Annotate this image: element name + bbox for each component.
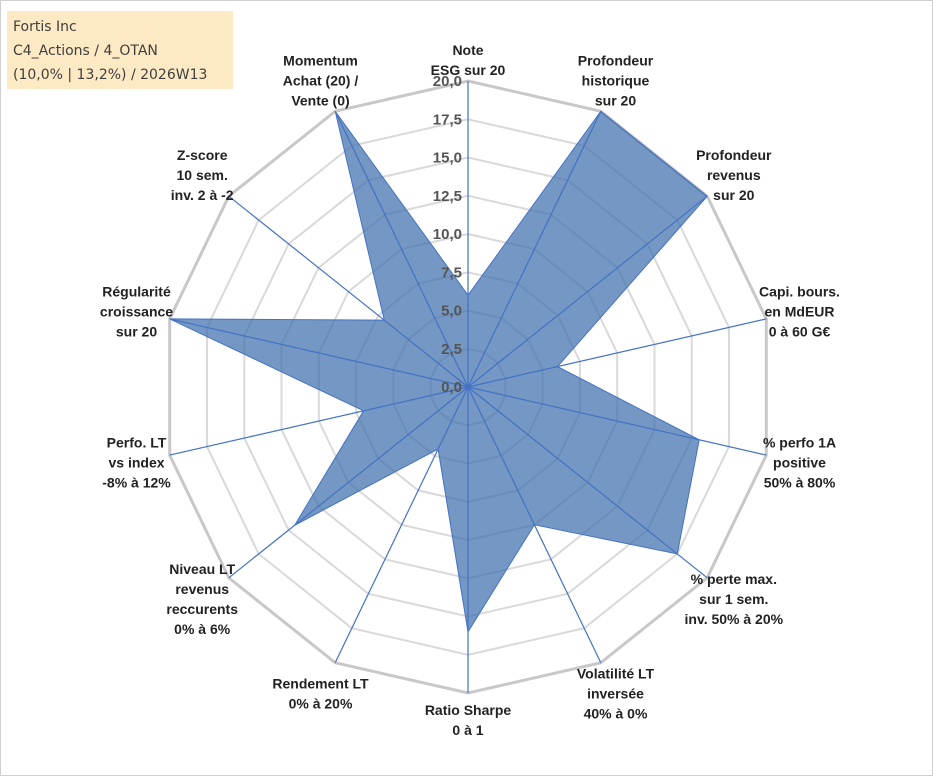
axis-label-line: Rendement LT — [272, 675, 369, 691]
axis-spoke — [228, 195, 469, 388]
axis-label-line: Régularité — [102, 283, 171, 299]
axis-label-4: Capi. bours. en MdEUR 0 à 60 G€ — [759, 283, 840, 339]
axis-label-12: Régularité croissance sur 20 — [100, 283, 173, 339]
axis-label-8: Ratio Sharpe 0 à 1 — [425, 702, 512, 738]
tick-label: 20,0 — [433, 73, 462, 90]
label-layer: Note ESG sur 20 Profondeur historique sur 20… — [100, 42, 840, 738]
axis-label-5: % perfo 1A positive 50% à 80% — [763, 435, 836, 491]
tick-layer: 0,0 2,5 5,0 7,5 10,0 12,5 15,0 17,5 20,0 — [433, 73, 462, 396]
axis-label-line: -8% à 12% — [102, 475, 171, 491]
axis-label-6: % perte max. sur 1 sem. inv. 50% à 20% — [685, 571, 784, 627]
axis-label-line: 50% à 80% — [764, 475, 836, 491]
axis-label-line: 0 à 60 G€ — [769, 323, 831, 339]
tick-label: 2,5 — [441, 341, 462, 358]
tick-label: 12,5 — [433, 188, 462, 205]
axis-spoke — [467, 111, 602, 388]
axis-label-line: % perte max. — [691, 571, 777, 587]
axis-label-1: Note ESG sur 20 — [431, 42, 506, 78]
axis-spoke — [334, 386, 469, 663]
axis-label-line: Vente (0) — [291, 93, 349, 109]
performance-week: (10,0% | 13,2%) / 2026W13 — [13, 67, 208, 83]
axis-label-3: Profondeur revenus sur 20 — [696, 147, 772, 203]
axis-label-line: positive — [773, 455, 826, 471]
axis-label-line: sur 1 sem. — [699, 591, 768, 607]
axis-label-line: reccurents — [166, 601, 238, 617]
axis-layer — [169, 81, 767, 693]
axis-label-7: Volatilité LT inversée 40% à 0% — [577, 665, 655, 721]
axis-label-line: historique — [582, 73, 650, 89]
axis-label-line: Capi. bours. — [759, 283, 840, 299]
info-box: Fortis Inc C4_Actions / 4_OTAN (10,0% | … — [7, 11, 233, 89]
axis-label-line: vs index — [108, 455, 164, 471]
axis-label-13: Z-score 10 sem. inv. 2 à -2 — [171, 147, 234, 203]
axis-label-line: inv. 50% à 20% — [685, 611, 784, 627]
axis-spoke — [228, 386, 469, 579]
axis-label-line: inv. 2 à -2 — [171, 187, 234, 203]
axis-spoke — [467, 386, 602, 663]
axis-label-line: Volatilité LT — [577, 665, 655, 681]
axis-spoke — [169, 386, 469, 456]
axis-label-11: Perfo. LT vs index -8% à 12% — [102, 435, 171, 491]
axis-label-line: Z-score — [177, 147, 228, 163]
axis-label-line: revenus — [175, 581, 229, 597]
tick-label: 15,0 — [433, 150, 462, 167]
axis-label-line: Achat (20) / — [283, 73, 359, 89]
axis-label-line: Profondeur — [578, 53, 654, 69]
axis-label-line: ESG sur 20 — [431, 62, 506, 78]
axis-label-line: sur 20 — [116, 323, 157, 339]
axis-label-line: Ratio Sharpe — [425, 702, 512, 718]
axis-label-line: en MdEUR — [765, 303, 835, 319]
portfolio-category: C4_Actions / 4_OTAN — [13, 43, 158, 59]
axis-label-line: inversée — [587, 685, 644, 701]
axis-label-line: Niveau LT — [169, 561, 235, 577]
axis-spoke — [334, 111, 469, 388]
company-name: Fortis Inc — [13, 19, 77, 35]
axis-label-line: Profondeur — [696, 147, 772, 163]
axis-spoke — [467, 318, 767, 388]
axis-label-line: croissance — [100, 303, 173, 319]
axis-spoke — [467, 386, 708, 579]
axis-label-line: 10 sem. — [177, 167, 228, 183]
tick-label: 0,0 — [441, 379, 462, 396]
axis-label-line: Perfo. LT — [107, 435, 167, 451]
axis-label-line: Note — [452, 42, 483, 58]
axis-spoke — [467, 386, 767, 456]
axis-label-line: revenus — [707, 167, 761, 183]
axis-spoke — [169, 318, 469, 388]
axis-spoke — [467, 195, 708, 388]
tick-label: 10,0 — [433, 226, 462, 243]
axis-label-line: 0% à 20% — [289, 695, 353, 711]
axis-label-line: % perfo 1A — [763, 435, 836, 451]
axis-label-line: 0% à 6% — [174, 621, 231, 637]
tick-label: 17,5 — [433, 111, 462, 128]
axis-label-line: sur 20 — [713, 187, 754, 203]
axis-label-14: Momentum Achat (20) / Vente (0) — [283, 53, 359, 109]
tick-label: 7,5 — [441, 264, 462, 281]
axis-label-line: sur 20 — [595, 93, 636, 109]
axis-label-10: Niveau LT revenus reccurents 0% à 6% — [166, 561, 238, 637]
axis-label-line: 0 à 1 — [452, 722, 483, 738]
tick-label: 5,0 — [441, 303, 462, 320]
axis-label-2: Profondeur historique sur 20 — [578, 53, 654, 109]
axis-label-line: Momentum — [283, 53, 358, 69]
axis-label-line: 40% à 0% — [584, 705, 648, 721]
axis-label-9: Rendement LT 0% à 20% — [272, 675, 369, 711]
